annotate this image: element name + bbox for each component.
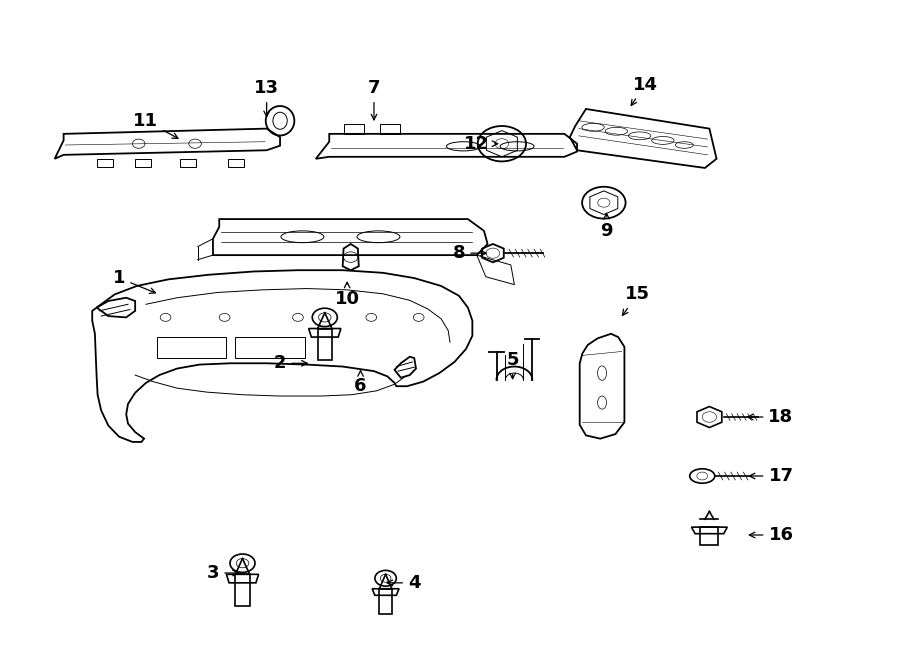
Text: 1: 1 <box>112 269 156 293</box>
Text: 8: 8 <box>453 244 486 262</box>
Text: 16: 16 <box>750 526 794 544</box>
Text: 9: 9 <box>600 214 613 240</box>
Circle shape <box>375 570 396 586</box>
Circle shape <box>230 554 255 572</box>
Text: 6: 6 <box>355 371 367 395</box>
Text: 13: 13 <box>254 79 279 116</box>
Text: 12: 12 <box>464 135 498 153</box>
Circle shape <box>312 308 338 327</box>
Text: 7: 7 <box>368 79 380 120</box>
Text: 2: 2 <box>274 354 307 372</box>
Text: 17: 17 <box>750 467 794 485</box>
Text: 18: 18 <box>748 408 794 426</box>
Text: 4: 4 <box>387 574 420 592</box>
Text: 10: 10 <box>335 282 360 308</box>
Text: 15: 15 <box>623 286 651 315</box>
Text: 11: 11 <box>133 112 178 138</box>
Text: 5: 5 <box>507 351 519 379</box>
Text: 14: 14 <box>631 76 658 106</box>
Text: 3: 3 <box>207 564 238 582</box>
